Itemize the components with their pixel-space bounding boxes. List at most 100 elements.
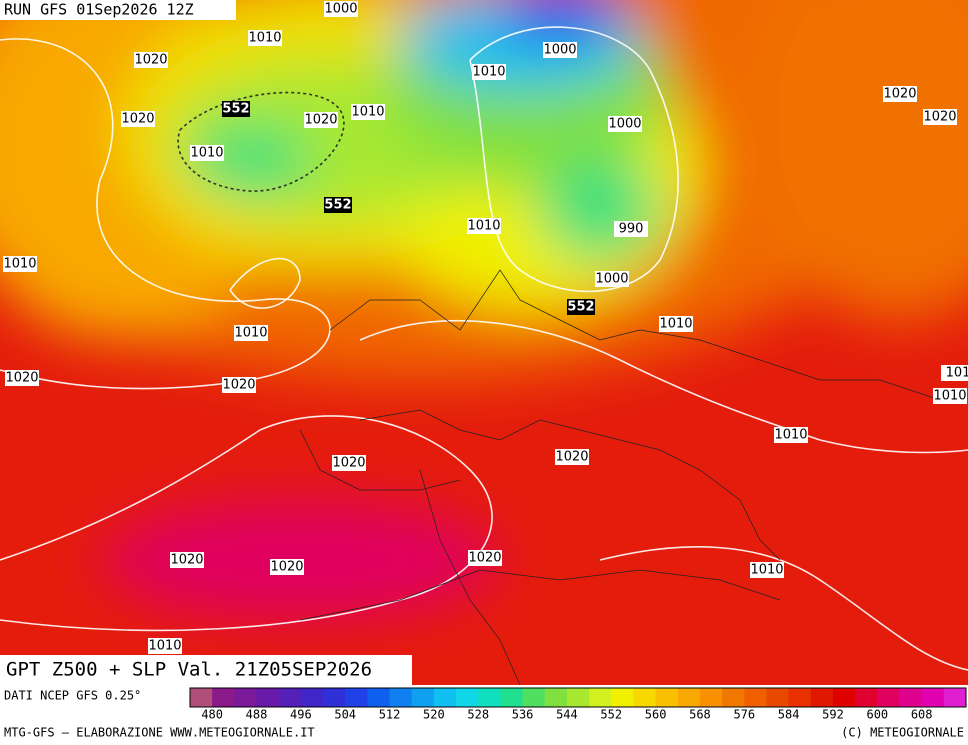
isobar-label-bg: [190, 145, 224, 161]
isobar-label-bg: [774, 427, 808, 443]
colorbar-swatch: [810, 688, 834, 707]
colorbar-swatch: [633, 688, 657, 707]
colorbar-swatch: [655, 688, 679, 707]
colorbar-swatch: [788, 688, 812, 707]
colorbar-swatch: [256, 688, 280, 707]
isobar-label: 1010: [933, 389, 966, 404]
isobar-label: 1020: [923, 110, 956, 125]
colorbar-swatch: [589, 688, 612, 707]
isobar-label: 1010: [472, 65, 505, 80]
isobar-label-bg: [121, 111, 155, 127]
colorbar-tick-label: 600: [866, 708, 888, 722]
isobar-label: 1020: [332, 456, 365, 471]
isobar-label: 1010: [248, 31, 281, 46]
colorbar-tick-label: 488: [246, 708, 268, 722]
isobar-label-bg: [750, 562, 784, 578]
isobar-label: 1010: [190, 146, 223, 161]
isobar-label: 1020: [304, 113, 337, 128]
colorbar-tick-label: 528: [467, 708, 489, 722]
isobar-label-bg: [234, 325, 268, 341]
run-box: [0, 0, 236, 20]
isobar-label: 1010: [467, 219, 500, 234]
isobar-label-bg: [332, 455, 366, 471]
colorbar-tick-label: 584: [778, 708, 800, 722]
isobar-label-bg: [324, 1, 358, 17]
colorbar-swatch: [323, 688, 346, 707]
colorbar-swatch: [234, 688, 258, 707]
isobar-label-bg: [468, 550, 502, 566]
colorbar-swatch: [744, 688, 767, 707]
footer-left: MTG-GFS — ELABORAZIONE WWW.METEOGIORNALE…: [4, 726, 315, 740]
map-title: GPT Z500 + SLP Val. 21Z05SEP2026: [6, 659, 372, 681]
z500-label-bg: [324, 197, 352, 213]
isobar-label: 1000: [543, 43, 576, 58]
colorbar-swatch: [899, 688, 923, 707]
isobar-label-bg: [5, 370, 39, 386]
colorbar-tick-label: 512: [379, 708, 401, 722]
isobar-label: 1020: [555, 450, 588, 465]
isobar-label: 1020: [134, 53, 167, 68]
colorbar-swatch: [611, 688, 634, 707]
title-box: [0, 655, 412, 685]
isobar-label-bg: [472, 64, 506, 80]
colorbar-swatch: [300, 688, 324, 707]
isobar-label: 1020: [222, 378, 255, 393]
isobar-label: 1010: [774, 428, 807, 443]
isobar-label: 1010: [3, 257, 36, 272]
isobar-label-bg: [923, 109, 957, 125]
isobar-label: 1010: [148, 639, 181, 654]
isobar-label: 1000: [324, 2, 357, 17]
isobar-label-bg: [248, 30, 282, 46]
isobar-label: 1000: [595, 272, 628, 287]
colorbar-tick-label: 536: [512, 708, 534, 722]
isobar-label: 1020: [468, 551, 501, 566]
isobar-label: 1020: [270, 560, 303, 575]
colorbar-swatch: [921, 688, 945, 707]
run-label: RUN GFS 01Sep2026 12Z: [4, 1, 194, 19]
isobar-label-bg: [883, 86, 917, 102]
isobar-label-bg: [933, 388, 967, 404]
colorbar-swatch: [478, 688, 501, 707]
isobar-label-bg: [304, 112, 338, 128]
colorbar-tick-label: 608: [911, 708, 933, 722]
z500-label-bg: [222, 101, 250, 117]
colorbar-swatch: [367, 688, 391, 707]
isobar-label: 1020: [170, 553, 203, 568]
colorbar-swatch: [522, 688, 546, 707]
source-label: DATI NCEP GFS 0.25°: [4, 689, 141, 703]
z500-label: 552: [324, 198, 351, 213]
colorbar-tick-label: 520: [423, 708, 445, 722]
colorbar-swatch: [722, 688, 745, 707]
z500-label: 552: [222, 102, 249, 117]
colorbar-swatch: [190, 688, 213, 707]
isobar-label-bg: [614, 221, 648, 237]
z500-label-bg: [567, 299, 595, 315]
colorbar-swatch: [456, 688, 479, 707]
isobar-label-bg: [608, 116, 642, 132]
colorbar-swatch: [877, 688, 900, 707]
isobar-label-bg: [659, 316, 693, 332]
isobar-label-bg: [555, 449, 589, 465]
isobar-label-bg: [170, 552, 204, 568]
colorbar-tick-label: 552: [600, 708, 622, 722]
colorbar-tick-label: 496: [290, 708, 312, 722]
colorbar-swatch: [544, 688, 568, 707]
isobar-label: 101: [946, 366, 968, 381]
colorbar-swatch: [433, 688, 457, 707]
isobar-label: 1020: [121, 112, 154, 127]
isobar-label-bg: [543, 42, 577, 58]
isobar-label-bg: [270, 559, 304, 575]
colorbar-tick-label: 592: [822, 708, 844, 722]
colorbar-tick-label: 560: [645, 708, 667, 722]
isobar-label-bg: [3, 256, 37, 272]
colorbar-tick-label: 504: [334, 708, 356, 722]
colorbar-swatch: [766, 688, 790, 707]
colorbar-swatch: [677, 688, 701, 707]
colorbar-swatch: [855, 688, 878, 707]
isobar-label-bg: [595, 271, 629, 287]
colorbar-swatch: [566, 688, 590, 707]
footer-right: (C) METEOGIORNALE: [841, 726, 964, 740]
isobar-label-bg: [467, 218, 501, 234]
colorbar-tick-label: 480: [201, 708, 223, 722]
colorbar-frame: [189, 687, 967, 708]
